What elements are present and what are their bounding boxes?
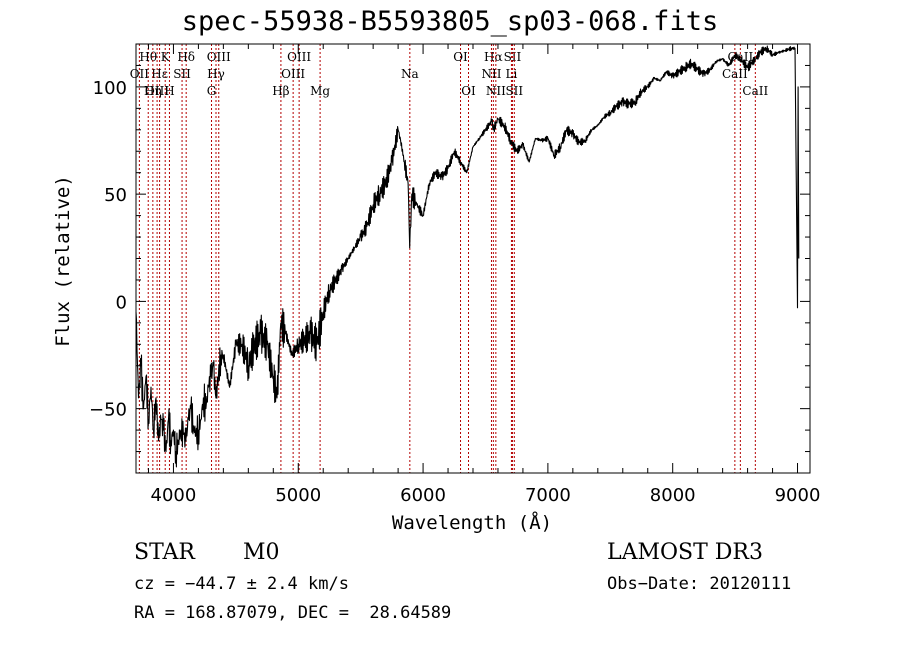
y-tick-label: 50 [104,185,127,206]
coordinates: RA = 168.87079, DEC = 28.64589 [134,603,452,623]
line-mark-label-15: Mg [310,84,330,98]
y-axis-label: Flux (relative) [52,175,74,347]
line-mark-label-3: K [161,50,171,64]
line-mark-label-22: Li [506,67,518,81]
line-mark-label-26: CaII [722,67,748,81]
line-mark-label-10: Hγ [207,67,225,81]
redshift-cz: cz = −44.7 ± 2.4 km/s [134,574,349,594]
line-mark-label-20: SII [504,50,522,64]
x-tick-label: 9000 [775,485,821,506]
line-mark-label-8: H [164,84,174,98]
survey-name: LAMOST DR3 [607,540,763,565]
x-tick-label: 8000 [650,485,696,506]
line-mark-label-21: NII [481,67,501,81]
x-tick-label: 7000 [525,485,571,506]
line-mark-label-5: Hη [144,84,162,98]
line-mark-label-25: CaII [727,50,753,64]
line-mark-label-19: Hα [484,50,503,64]
object-subclass: M0 [243,540,280,565]
line-mark-label-11: G [207,84,217,98]
line-mark-label-0: Hθ [139,50,157,64]
line-mark-label-13: OIII [281,67,305,81]
chart-title: spec-55938-B5593805_sp03-068.fits [181,6,719,37]
line-mark-label-27: CaII [742,84,768,98]
y-tick-label: −50 [89,400,127,421]
obs-date: Obs−Date: 20120111 [607,574,792,594]
y-tick-label: 0 [116,292,127,313]
plot-frame [135,43,811,474]
object-class: STAR [134,540,195,565]
line-mark-label-12: OIII [287,50,311,64]
y-tick-label: 100 [93,78,127,99]
axes-layer: 4000 5000 6000 7000 8000 9000 −50 0 50 100 [89,43,821,506]
x-axis-label: Wavelength (Å) [392,511,552,534]
series-layer [135,45,800,468]
line-mark-label-24: SII [505,84,523,98]
line-mark-label-1: OII [130,67,150,81]
x-tick-label: 4000 [151,485,197,506]
x-tick-label: 6000 [400,485,446,506]
line-mark-label-14: Hβ [272,84,289,98]
line-mark-label-7: SII [173,67,191,81]
line-mark-label-2: OIII [145,84,169,98]
line-mark-label-9: OIII [207,50,231,64]
line-mark-label-4: Hε [151,67,168,81]
x-tick-label: 5000 [275,485,321,506]
line-mark-label-6: Hδ [177,50,195,64]
spectrum-series-0 [135,45,800,468]
line-mark-label-17: OI [453,50,468,64]
line-mark-label-18: OI [461,84,476,98]
line-mark-label-16: Na [401,67,419,81]
line-mark-label-23: NII [486,84,506,98]
